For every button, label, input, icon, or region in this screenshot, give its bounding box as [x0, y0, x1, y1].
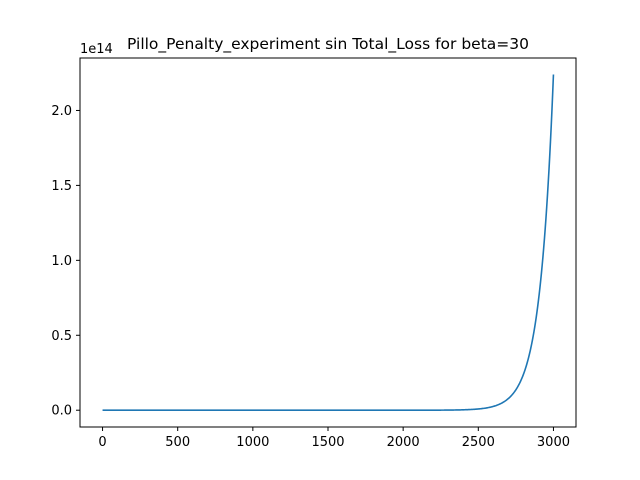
chart-title: Pillo_Penalty_experiment sin Total_Loss … [127, 35, 529, 54]
y-tick-label-4: 2.0 [51, 104, 72, 119]
y-axis-offset-label: 1e14 [80, 42, 113, 57]
y-tick-label-1: 0.5 [51, 329, 72, 344]
y-tick-label-0: 0.0 [51, 404, 72, 419]
x-tick-label-1: 500 [165, 435, 190, 450]
x-tick-label-2: 1000 [236, 435, 269, 450]
x-tick-label-5: 2500 [462, 435, 495, 450]
series-line-0 [102, 74, 555, 412]
x-tick-label-3: 1500 [311, 435, 344, 450]
x-tick-label-0: 0 [98, 435, 106, 450]
y-tick-label-2: 1.0 [51, 254, 72, 269]
plot-frame [79, 57, 577, 428]
x-tick-label-4: 2000 [387, 435, 420, 450]
y-tick-label-3: 1.5 [51, 179, 72, 194]
x-tick-label-6: 3000 [537, 435, 570, 450]
